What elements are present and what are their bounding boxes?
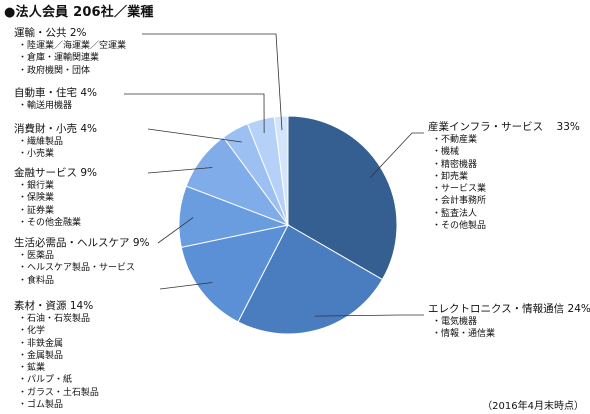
pie-slice: [180, 224, 289, 323]
slice-label: 素材・資源 14%: [14, 300, 94, 312]
leader-line: [147, 167, 213, 174]
slice-item: ・石油・石炭製品: [18, 314, 91, 324]
leader-lines: [124, 33, 424, 317]
slice-item: ・政府機関・団体: [18, 65, 91, 76]
slice-item: ・陸運業／海運業／空運業: [18, 41, 127, 51]
slice-label: 自動車・住宅 4%: [14, 87, 98, 99]
slice-item: ・電気機器: [432, 317, 478, 327]
slice-label: 消費財・小売 4%: [14, 123, 98, 135]
slice-item: ・輸送用機器: [18, 101, 73, 111]
label-group-transport-public: 運輸・公共 2% ・陸運業／海運業／空運業 ・倉庫・運輸関連業 ・政府機関・団体: [14, 26, 126, 77]
slice-item: ・機械: [432, 147, 460, 158]
slice-label: 運輸・公共 2%: [14, 27, 87, 39]
slice-item: ・サービス業: [432, 184, 487, 195]
slice-item: ・化学: [18, 326, 46, 337]
slice-item: ・その他製品: [432, 221, 487, 232]
slice-item: ・会計事務所: [432, 196, 487, 207]
slice-item: ・ゴム製品: [18, 400, 64, 411]
slice-item: ・情報・通信業: [432, 329, 496, 340]
slice-item: ・パルプ・紙: [18, 375, 73, 386]
slice-item: ・監査法人: [432, 208, 478, 219]
leader-line: [157, 217, 194, 244]
leader-line: [142, 33, 283, 131]
page-title: ●法人会員 206社／業種: [4, 5, 154, 20]
pie-slice: [287, 115, 398, 281]
slice-item: ・保険業: [18, 193, 55, 204]
slice-item: ・小売業: [18, 149, 55, 160]
slice-item: ・食料品: [18, 275, 55, 286]
slice-items: ・電気機器・情報・通信業: [428, 316, 590, 341]
slice-item: ・不動産業: [432, 135, 478, 145]
label-group-electronics: エレクトロニクス・情報通信 24% ・電気機器・情報・通信業: [428, 302, 590, 341]
leader-line: [314, 314, 424, 317]
slice-label: 産業インフラ・サービス 33%: [428, 121, 580, 133]
slice-label: 金融サービス 9%: [14, 167, 98, 179]
slice-item: ・繊維製品: [18, 137, 64, 147]
slice-items: ・石油・石炭製品 ・化学 ・非鉄金属 ・金属製品・鉱業 ・パルプ・紙 ・ガラス・土石製品・…: [14, 313, 99, 411]
pie-slices: [178, 115, 398, 335]
slice-items: ・銀行業・保険業 ・証券業 ・その他金融業: [14, 180, 97, 229]
slice-items: ・医薬品・ヘルスケア製品・サービス ・食料品: [14, 250, 150, 287]
slice-item: ・銀行業: [18, 181, 55, 191]
slice-label: エレクトロニクス・情報通信 24%: [428, 303, 590, 315]
footnote: （2016年4月末時点）: [482, 401, 584, 412]
label-group-auto-housing: 自動車・住宅 4% ・輸送用機器: [14, 86, 97, 112]
slice-item: ・医薬品: [18, 251, 55, 261]
leader-line: [369, 132, 424, 178]
leader-line: [159, 282, 213, 290]
slice-item: ・鉱業: [18, 363, 46, 374]
slice-label: 生活必需品・ヘルスケア 9%: [14, 237, 150, 249]
slice-items: ・輸送用機器: [14, 100, 97, 112]
slice-item: ・ガラス・土石製品: [18, 387, 99, 398]
leader-line: [124, 93, 265, 134]
slice-item: ・非鉄金属: [18, 338, 64, 349]
slice-item: ・倉庫・運輸関連業: [18, 53, 100, 64]
slice-item: ・卸売業: [432, 171, 469, 182]
slice-item: ・金属製品: [18, 350, 64, 361]
label-group-materials: 素材・資源 14% ・石油・石炭製品 ・化学 ・非鉄金属 ・金属製品・鉱業 ・パルプ・紙…: [14, 299, 99, 411]
slice-item: ・ヘルスケア製品・サービス: [18, 263, 136, 274]
slice-items: ・不動産業・機械 ・精密機器 ・卸売業・サービス業 ・会計事務所 ・監査法人・その他製品: [428, 134, 580, 232]
slice-items: ・陸運業／海運業／空運業 ・倉庫・運輸関連業 ・政府機関・団体: [14, 40, 126, 77]
slice-item: ・精密機器: [432, 159, 478, 170]
label-group-industrial-infra: 産業インフラ・サービス 33% ・不動産業・機械 ・精密機器 ・卸売業・サービス業・…: [428, 120, 580, 232]
label-group-healthcare: 生活必需品・ヘルスケア 9% ・医薬品・ヘルスケア製品・サービス ・食料品: [14, 236, 150, 287]
slice-items: ・繊維製品 ・小売業: [14, 136, 97, 161]
label-group-finance: 金融サービス 9% ・銀行業・保険業 ・証券業 ・その他金融業: [14, 166, 97, 229]
leader-line: [147, 128, 242, 143]
slice-item: ・証券業: [18, 205, 55, 216]
slice-item: ・その他金融業: [18, 217, 82, 228]
label-group-consumer-retail: 消費財・小売 4% ・繊維製品・小売業: [14, 122, 97, 161]
